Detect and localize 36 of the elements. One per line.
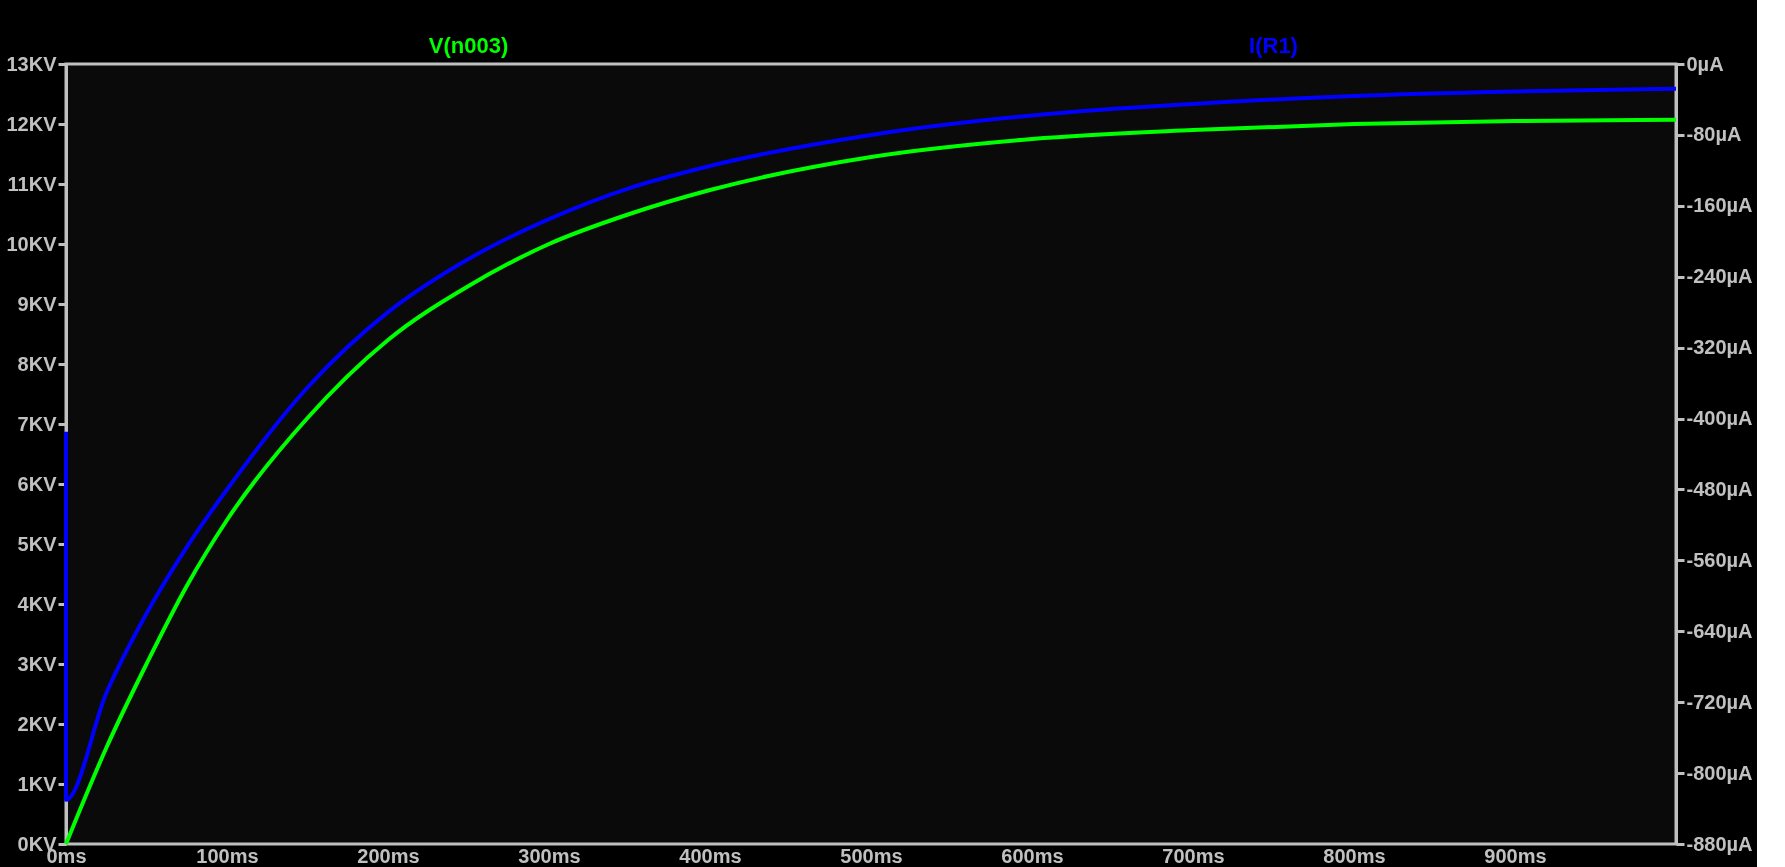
y2-tick-label: -160µA <box>1686 194 1753 217</box>
y-tick-label: 10KV <box>6 232 58 255</box>
y2-tick-label: -720µA <box>1686 690 1753 713</box>
y-tick-label: 5KV <box>17 532 58 555</box>
x-tick-label: 800ms <box>1323 844 1386 867</box>
x-tick-label: 600ms <box>1001 844 1064 867</box>
x-tick-label: 700ms <box>1162 844 1225 867</box>
y2-tick-label: -400µA <box>1686 407 1753 430</box>
y-tick-label: 6KV <box>17 472 58 495</box>
y2-tick-label: -240µA <box>1686 265 1753 288</box>
y2-tick-label: -320µA <box>1686 336 1753 359</box>
y2-tick-label: -80µA <box>1686 123 1742 146</box>
y-tick-label: 2KV <box>17 712 58 735</box>
y-tick-label: 9KV <box>17 292 58 315</box>
x-tick-label: 200ms <box>357 844 420 867</box>
y-tick-label: 1KV <box>17 772 58 795</box>
x-tick-label: 500ms <box>840 844 903 867</box>
text: V(n003) <box>428 33 509 58</box>
series-label: I(R1) <box>1249 33 1298 58</box>
y-tick-label: 8KV <box>17 352 58 375</box>
y2-tick-label: -640µA <box>1686 619 1753 642</box>
y-tick-label: 4KV <box>17 592 58 615</box>
y2-tick-label: -560µA <box>1686 548 1753 571</box>
y-tick-label: 13KV <box>6 52 58 75</box>
y-tick-label: 7KV <box>17 412 58 435</box>
x-tick-label: 300ms <box>518 844 581 867</box>
y2-tick-label: -480µA <box>1686 477 1753 500</box>
x-tick-label: 400ms <box>679 844 742 867</box>
y-tick-label: 11KV <box>7 172 58 195</box>
y2-tick-label: -880µA <box>1686 832 1753 855</box>
y2-tick-label: -800µA <box>1686 761 1753 784</box>
y-tick-label: 3KV <box>17 652 58 675</box>
x-tick-label: 900ms <box>1484 844 1547 867</box>
y-tick-label: 12KV <box>6 112 58 135</box>
y2-tick-label: 0µA <box>1686 52 1724 75</box>
x-tick-label: 100ms <box>196 844 259 867</box>
